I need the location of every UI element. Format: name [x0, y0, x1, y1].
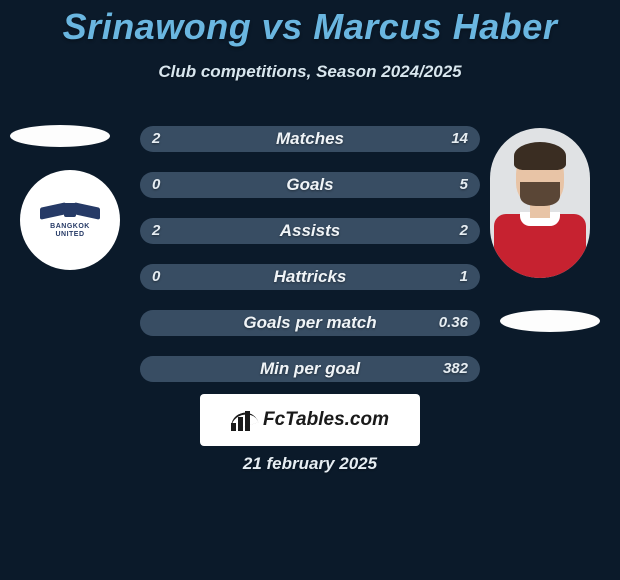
footer-date: 21 february 2025 — [0, 454, 620, 474]
club-logo-text: BANGKOK UNITED — [30, 223, 110, 238]
club-logo-wings — [40, 201, 100, 219]
page-title: Srinawong vs Marcus Haber — [0, 0, 620, 48]
stat-label: Hattricks — [140, 264, 480, 290]
stat-value-right: 382 — [443, 356, 468, 382]
club-logo-line2: UNITED — [30, 231, 110, 239]
stat-row-hattricks: 0 Hattricks 1 — [140, 264, 480, 290]
stat-label: Min per goal — [140, 356, 480, 382]
stat-label: Goals — [140, 172, 480, 198]
stat-value-right: 2 — [460, 218, 468, 244]
player-right-photo — [490, 128, 590, 278]
fctables-icon — [231, 409, 257, 431]
stat-value-right: 5 — [460, 172, 468, 198]
player-left-ellipse — [10, 125, 110, 147]
stats-block: 2 Matches 14 0 Goals 5 2 Assists 2 0 Hat… — [140, 126, 480, 402]
stat-row-min-per-goal: Min per goal 382 — [140, 356, 480, 382]
branding-text: FcTables.com — [263, 409, 389, 431]
club-logo-line1: BANGKOK — [30, 223, 110, 231]
stat-value-right: 14 — [451, 126, 468, 152]
stat-row-goals: 0 Goals 5 — [140, 172, 480, 198]
stat-row-goals-per-match: Goals per match 0.36 — [140, 310, 480, 336]
stat-row-assists: 2 Assists 2 — [140, 218, 480, 244]
stat-label: Goals per match — [140, 310, 480, 336]
stat-value-right: 1 — [460, 264, 468, 290]
comparison-infographic: Srinawong vs Marcus Haber Club competiti… — [0, 0, 620, 580]
page-subtitle: Club competitions, Season 2024/2025 — [0, 62, 620, 82]
player-right-ellipse — [500, 310, 600, 332]
stat-value-right: 0.36 — [439, 310, 468, 336]
stat-label: Matches — [140, 126, 480, 152]
player-left-club-logo: BANGKOK UNITED — [20, 170, 120, 270]
stat-label: Assists — [140, 218, 480, 244]
club-logo-inner: BANGKOK UNITED — [30, 201, 110, 238]
branding-badge: FcTables.com — [200, 394, 420, 446]
stat-row-matches: 2 Matches 14 — [140, 126, 480, 152]
